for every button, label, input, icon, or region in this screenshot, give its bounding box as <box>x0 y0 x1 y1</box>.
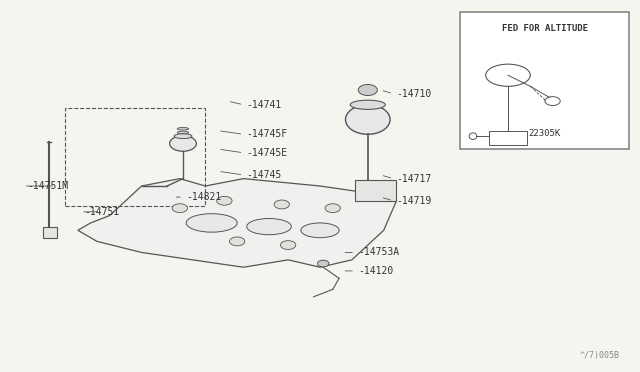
Ellipse shape <box>186 214 237 232</box>
Circle shape <box>280 241 296 250</box>
Bar <box>43 227 57 238</box>
Ellipse shape <box>177 131 189 134</box>
Circle shape <box>358 84 378 96</box>
Circle shape <box>274 200 289 209</box>
Bar <box>489 131 527 145</box>
Circle shape <box>172 204 188 212</box>
Text: -14719: -14719 <box>396 196 432 206</box>
Text: -14821: -14821 <box>186 192 221 202</box>
Circle shape <box>325 204 340 212</box>
Text: -14745E: -14745E <box>246 148 288 158</box>
Text: -14120: -14120 <box>358 266 394 276</box>
Text: FED FOR ALTITUDE: FED FOR ALTITUDE <box>502 23 588 32</box>
Text: -14710: -14710 <box>396 89 432 99</box>
Ellipse shape <box>301 223 339 238</box>
Polygon shape <box>78 179 396 267</box>
Bar <box>355 180 396 201</box>
Ellipse shape <box>246 218 291 235</box>
Ellipse shape <box>317 260 329 267</box>
Text: -14751: -14751 <box>84 207 120 217</box>
Ellipse shape <box>346 105 390 134</box>
Bar <box>65 109 205 206</box>
Text: -14753A: -14753A <box>358 247 399 257</box>
Ellipse shape <box>174 134 192 138</box>
Text: 22305K: 22305K <box>529 129 561 138</box>
Text: -14745F: -14745F <box>246 129 288 139</box>
Ellipse shape <box>170 136 196 151</box>
Ellipse shape <box>350 100 385 109</box>
Text: -14751M: -14751M <box>27 181 68 191</box>
Ellipse shape <box>177 128 189 130</box>
Circle shape <box>230 237 245 246</box>
Bar <box>460 13 629 149</box>
Text: -14741: -14741 <box>246 100 282 110</box>
Text: -14745: -14745 <box>246 170 282 180</box>
Text: ^/7)005B: ^/7)005B <box>579 350 620 359</box>
Circle shape <box>217 196 232 205</box>
Text: -14717: -14717 <box>396 174 432 184</box>
